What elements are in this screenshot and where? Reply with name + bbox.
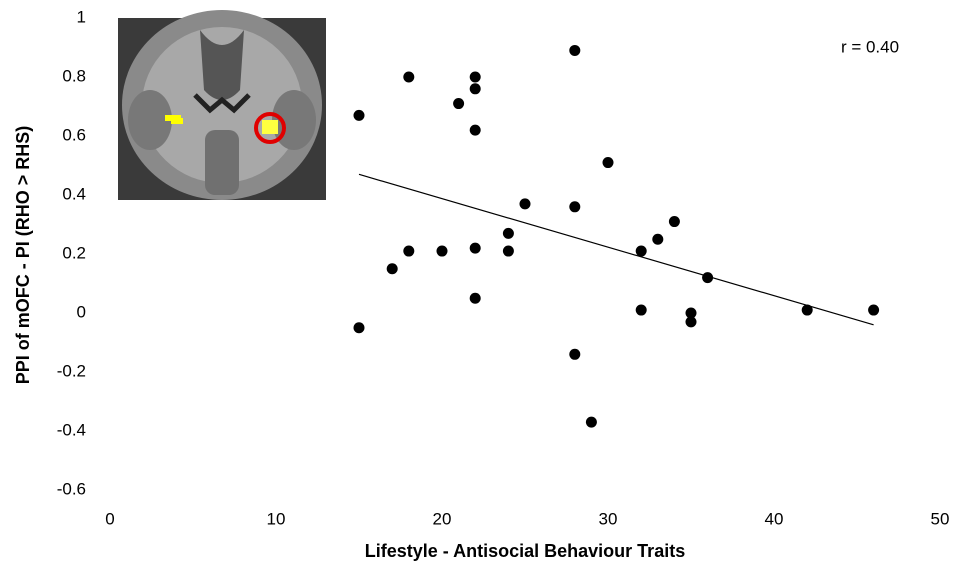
x-tick-label: 30: [599, 509, 618, 528]
point: [387, 263, 398, 274]
point: [470, 293, 481, 304]
point: [470, 83, 481, 94]
point: [437, 246, 448, 257]
point: [586, 417, 597, 428]
point: [652, 234, 663, 245]
point: [503, 228, 514, 239]
x-tick-label: 40: [765, 509, 784, 528]
annotation: r = 0.40: [841, 37, 899, 56]
y-tick-label: 0.6: [62, 125, 86, 144]
point: [603, 157, 614, 168]
point: [403, 72, 414, 83]
point: [354, 322, 365, 333]
point: [354, 110, 365, 121]
point: [636, 305, 647, 316]
chart: PPI of mOFC - PI (RHO > RHS) Lifestyle -…: [0, 0, 965, 566]
y-axis-label: PPI of mOFC - PI (RHO > RHS): [13, 126, 33, 385]
point: [636, 246, 647, 257]
point: [569, 45, 580, 56]
point: [868, 305, 879, 316]
y-tick-label: 0.2: [62, 243, 86, 262]
y-tick-label: 0.8: [62, 66, 86, 85]
point: [686, 316, 697, 327]
point: [503, 246, 514, 257]
y-tick-label: 0: [77, 302, 86, 321]
point: [470, 72, 481, 83]
point: [453, 98, 464, 109]
x-tick-label: 50: [931, 509, 950, 528]
y-tick-label: -0.2: [57, 361, 86, 380]
point: [520, 198, 531, 209]
point: [802, 305, 813, 316]
brain-inset: [118, 10, 326, 200]
x-tick-label: 0: [105, 509, 114, 528]
point: [470, 243, 481, 254]
y-tick-label: -0.4: [57, 420, 86, 439]
y-tick-label: -0.6: [57, 479, 86, 498]
x-tick-label: 20: [433, 509, 452, 528]
x-tick-label: 10: [267, 509, 286, 528]
point: [669, 216, 680, 227]
point: [702, 272, 713, 283]
point: [470, 125, 481, 136]
point: [569, 201, 580, 212]
y-tick-label: 1: [77, 7, 86, 26]
x-axis-label: Lifestyle - Antisocial Behaviour Traits: [365, 541, 685, 561]
point: [569, 349, 580, 360]
y-tick-label: 0.4: [62, 184, 86, 203]
trendline: [359, 174, 874, 324]
point: [403, 246, 414, 257]
